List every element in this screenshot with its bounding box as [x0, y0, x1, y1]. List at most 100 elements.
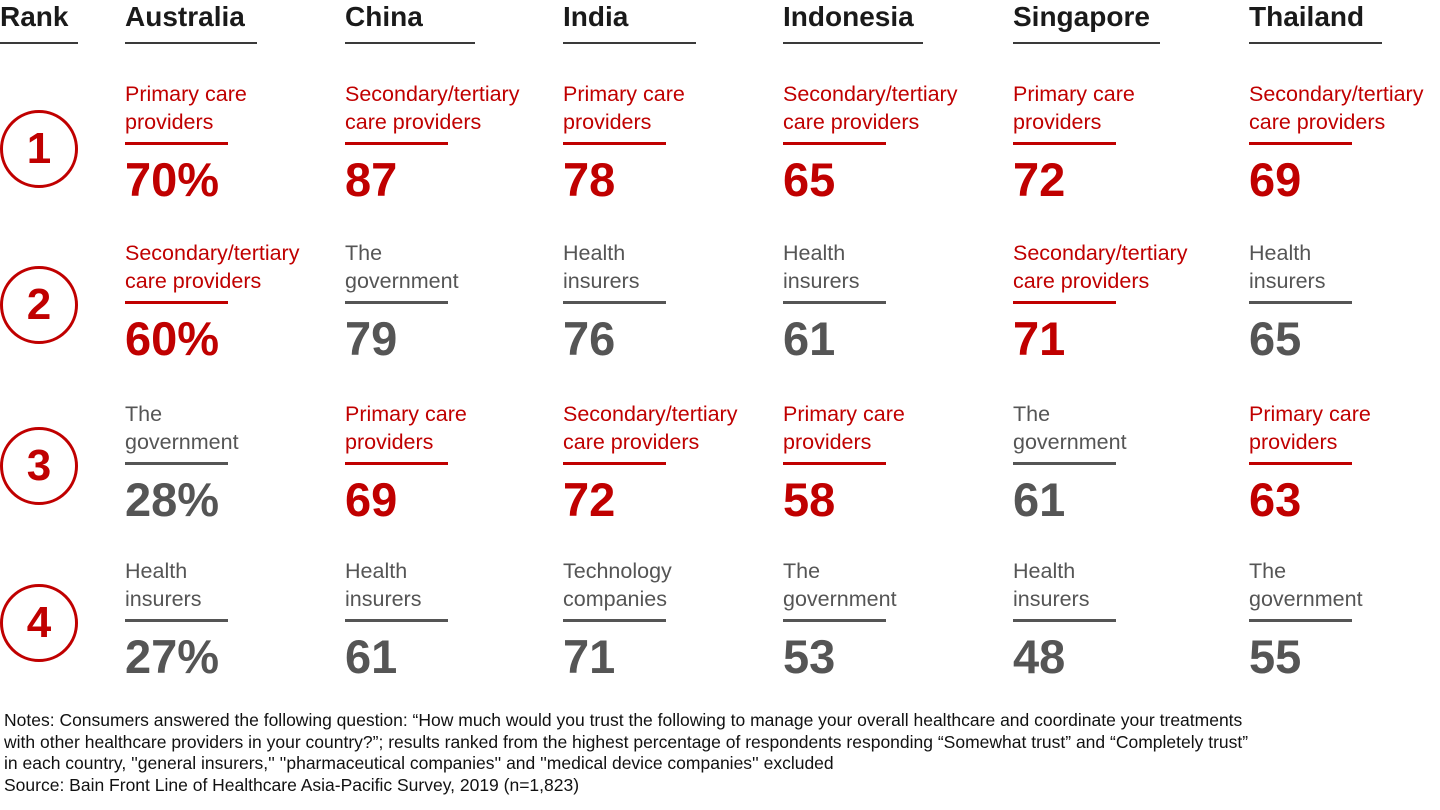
country-header-singapore: Singapore — [1013, 0, 1160, 44]
ranking-cell: The government 28% — [125, 400, 239, 527]
rank-badge-3: 3 — [0, 427, 78, 505]
ranking-cell: The government 53 — [783, 557, 897, 684]
stakeholder-label-line-2: insurers — [125, 587, 202, 611]
cell-divider — [783, 301, 886, 304]
cell-divider — [563, 301, 666, 304]
stakeholder-label: The government — [125, 400, 239, 456]
stakeholder-label-line-1: Health — [1013, 559, 1076, 583]
stakeholder-label-line-2: insurers — [783, 269, 860, 293]
stakeholder-label: Secondary/tertiary care providers — [125, 239, 299, 295]
stakeholder-label-line-2: providers — [345, 430, 434, 454]
stakeholder-label: Primary care providers — [345, 400, 467, 456]
trust-value: 69 — [1249, 153, 1302, 206]
stakeholder-label-line-2: government — [783, 587, 897, 611]
notes-block: Notes: Consumers answered the following … — [4, 710, 1434, 796]
stakeholder-label-line-2: companies — [563, 587, 667, 611]
stakeholder-label-line-2: care providers — [345, 110, 482, 134]
stakeholder-label-line-1: Secondary/tertiary — [1013, 241, 1188, 265]
trust-value: 65 — [1249, 312, 1302, 365]
trust-value: 60% — [125, 312, 220, 365]
stakeholder-label: Primary care providers — [1249, 400, 1371, 456]
stakeholder-label-line-1: The — [345, 241, 383, 265]
trust-value: 72 — [1013, 153, 1066, 206]
stakeholder-label: Secondary/tertiary care providers — [1249, 80, 1423, 136]
stakeholder-label-line-1: The — [1013, 402, 1051, 426]
rank-badge-2: 2 — [0, 266, 78, 344]
stakeholder-label-line-2: government — [1013, 430, 1127, 454]
ranking-cell: Health insurers 76 — [563, 239, 666, 366]
ranking-cell: Secondary/tertiary care providers 72 — [563, 400, 737, 527]
ranking-cell: Secondary/tertiary care providers 65 — [783, 80, 957, 207]
ranking-cell: Technology companies 71 — [563, 557, 672, 684]
stakeholder-label-line-1: Health — [783, 241, 846, 265]
rank-badge-4: 4 — [0, 584, 78, 662]
ranking-cell: Health insurers 48 — [1013, 557, 1116, 684]
trust-value: 53 — [783, 630, 836, 683]
ranking-cell: Health insurers 27% — [125, 557, 228, 684]
stakeholder-label-line-1: Primary care — [783, 402, 905, 426]
trust-value: 71 — [563, 630, 616, 683]
stakeholder-label-line-1: Health — [563, 241, 626, 265]
stakeholder-label: Technology companies — [563, 557, 672, 613]
trust-value: 69 — [345, 473, 398, 526]
stakeholder-label-line-1: Secondary/tertiary — [345, 82, 520, 106]
rank-badge-1: 1 — [0, 110, 78, 188]
trust-value: 72 — [563, 473, 616, 526]
cell-divider — [1249, 142, 1352, 145]
stakeholder-label-line-2: insurers — [563, 269, 640, 293]
stakeholder-label-line-2: providers — [783, 430, 872, 454]
trust-value: 65 — [783, 153, 836, 206]
cell-divider — [1249, 619, 1352, 622]
cell-divider — [1013, 619, 1116, 622]
cell-divider — [125, 462, 228, 465]
ranking-cell: Health insurers 65 — [1249, 239, 1352, 366]
ranking-cell: The government 79 — [345, 239, 459, 366]
stakeholder-label-line-1: The — [1249, 559, 1287, 583]
cell-divider — [1013, 462, 1116, 465]
cell-divider — [563, 462, 666, 465]
stakeholder-label-line-2: care providers — [563, 430, 700, 454]
stakeholder-label-line-2: care providers — [1013, 269, 1150, 293]
stakeholder-label: Primary care providers — [783, 400, 905, 456]
cell-divider — [783, 619, 886, 622]
stakeholder-label-line-1: Technology — [563, 559, 672, 583]
trust-value: 28% — [125, 473, 220, 526]
cell-divider — [783, 142, 886, 145]
stakeholder-label-line-1: Primary care — [1249, 402, 1371, 426]
stakeholder-label-line-2: insurers — [1013, 587, 1090, 611]
stakeholder-label: The government — [1249, 557, 1363, 613]
stakeholder-label: Secondary/tertiary care providers — [783, 80, 957, 136]
cell-divider — [1013, 142, 1116, 145]
country-header-thailand: Thailand — [1249, 0, 1382, 44]
trust-value: 27% — [125, 630, 220, 683]
cell-divider — [345, 142, 448, 145]
stakeholder-label: The government — [345, 239, 459, 295]
ranking-cell: Secondary/tertiary care providers 69 — [1249, 80, 1423, 207]
trust-value: 78 — [563, 153, 616, 206]
cell-divider — [345, 619, 448, 622]
ranking-cell: The government 55 — [1249, 557, 1363, 684]
stakeholder-label-line-2: care providers — [125, 269, 262, 293]
stakeholder-label-line-1: Primary care — [125, 82, 247, 106]
stakeholder-label-line-1: Primary care — [563, 82, 685, 106]
stakeholder-label-line-2: insurers — [1249, 269, 1326, 293]
stakeholder-label: Health insurers — [783, 239, 886, 295]
stakeholder-label: Health insurers — [1249, 239, 1352, 295]
trust-value: 76 — [563, 312, 616, 365]
trust-value: 70% — [125, 153, 220, 206]
trust-value: 58 — [783, 473, 836, 526]
cell-divider — [563, 619, 666, 622]
stakeholder-label-line-1: Health — [1249, 241, 1312, 265]
cell-divider — [563, 142, 666, 145]
stakeholder-label: Primary care providers — [563, 80, 685, 136]
ranking-cell: Primary care providers 63 — [1249, 400, 1371, 527]
stakeholder-label: Health insurers — [1013, 557, 1116, 613]
stakeholder-label: Secondary/tertiary care providers — [1013, 239, 1187, 295]
stakeholder-label-line-1: The — [125, 402, 163, 426]
trust-value: 61 — [783, 312, 836, 365]
stakeholder-label-line-2: providers — [563, 110, 652, 134]
ranking-cell: Health insurers 61 — [345, 557, 448, 684]
stakeholder-label: Secondary/tertiary care providers — [563, 400, 737, 456]
cell-divider — [345, 462, 448, 465]
stakeholder-label-line-2: government — [345, 269, 459, 293]
